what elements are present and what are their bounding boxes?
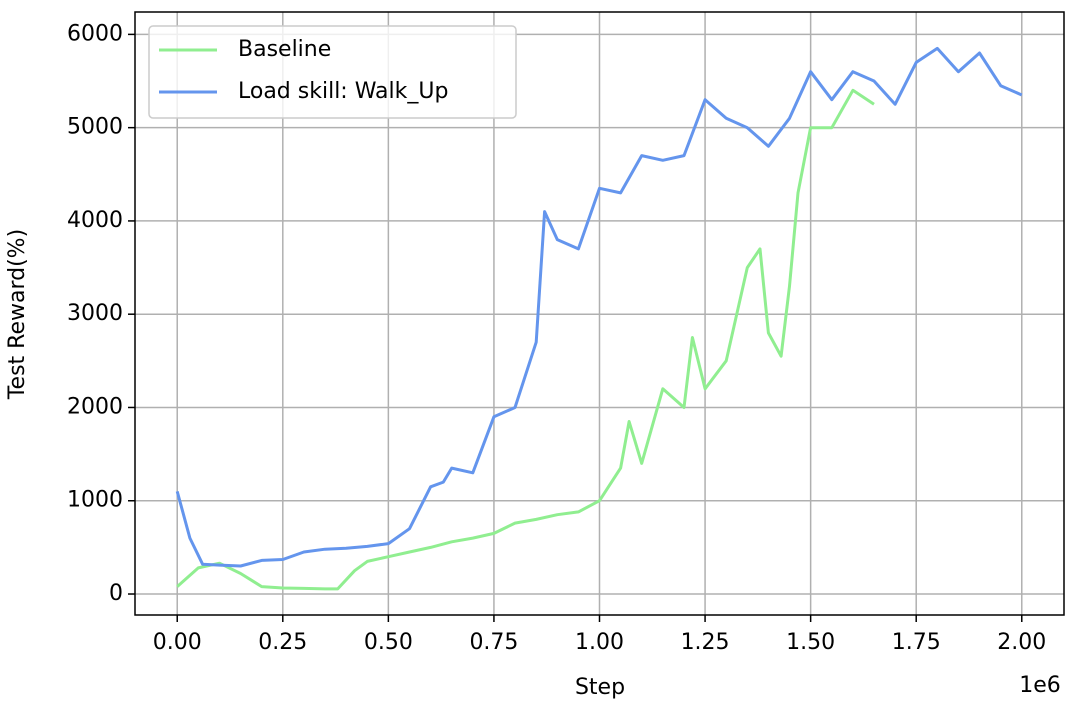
y-tick-label: 2000 (67, 394, 123, 419)
x-axis-label: Step (575, 675, 625, 700)
series-line (176, 88, 875, 591)
y-tick-label: 4000 (67, 208, 123, 233)
x-tick-label: 1.75 (892, 630, 941, 655)
legend-label: Load skill: Walk_Up (238, 79, 448, 104)
y-axis-label: Test Reward(%) (5, 229, 30, 400)
y-tick-label: 5000 (67, 115, 123, 140)
legend-label: Baseline (238, 37, 331, 62)
x-tick-label: 0.00 (153, 630, 202, 655)
x-offset-label: 1e6 (1019, 673, 1061, 698)
plot-frame (134, 11, 1065, 616)
x-tick-label: 0.25 (258, 630, 307, 655)
series-line (175, 46, 1023, 568)
y-tick-label: 0 (109, 581, 123, 606)
y-tick-label: 6000 (67, 21, 123, 46)
x-tick-label: 2.00 (997, 630, 1046, 655)
legend-box (148, 25, 517, 119)
x-tick-label: 0.75 (469, 630, 518, 655)
y-tick-label: 3000 (67, 301, 123, 326)
y-tick-label: 1000 (67, 488, 123, 513)
x-tick-label: 1.25 (681, 630, 730, 655)
x-tick-label: 1.00 (575, 630, 624, 655)
x-tick-label: 1.50 (786, 630, 835, 655)
x-tick-label: 0.50 (364, 630, 413, 655)
